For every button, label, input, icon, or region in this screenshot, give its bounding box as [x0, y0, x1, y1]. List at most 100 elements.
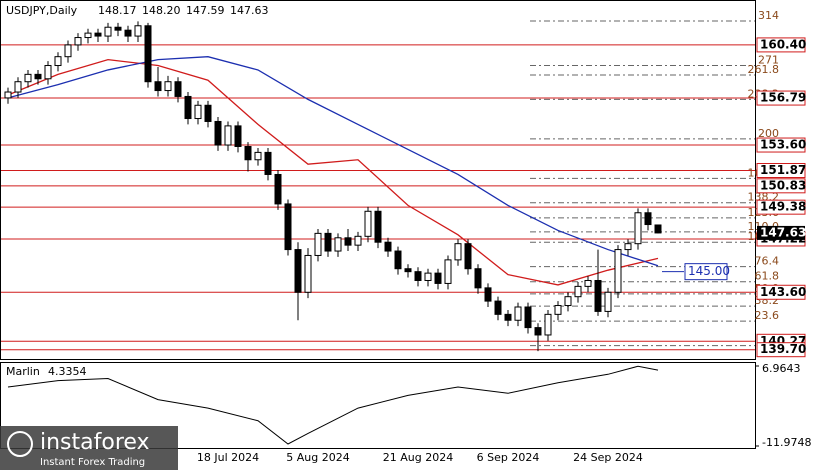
candle-body [84, 32, 92, 39]
candle-body [364, 210, 372, 237]
candle-body [434, 272, 442, 284]
price-label: 139.70 [760, 342, 806, 356]
candle-body [514, 306, 522, 321]
price-label: 160.40 [760, 37, 806, 51]
symbol: USDJPY,Daily [6, 4, 78, 17]
candle-body [184, 95, 192, 120]
price-label-box [756, 90, 806, 106]
price-label-box [756, 199, 806, 215]
price-label-box [756, 342, 806, 358]
candle-body [574, 285, 582, 298]
indicator-name: Marlin [6, 365, 40, 378]
header: USDJPY,Daily [6, 4, 78, 17]
fib-label: 23.6 [755, 309, 780, 322]
candle-body [64, 44, 72, 58]
candle-body [374, 210, 382, 243]
candle-body [454, 243, 462, 261]
candle-body [494, 300, 502, 315]
indicator-header: Marlin 4.3354 [6, 365, 87, 378]
candle-body [94, 32, 102, 37]
candle-body [424, 272, 432, 281]
watermark-tagline: Instant Forex Trading [40, 457, 145, 468]
x-tick-label: 6 Sep 2024 [477, 451, 540, 464]
candle-body [504, 313, 512, 321]
candle-body [44, 65, 52, 80]
candle-body [644, 212, 652, 226]
candle-body [614, 249, 622, 293]
price-label: 149.38 [760, 200, 806, 214]
price-label-box [756, 178, 806, 194]
marker-box [684, 263, 728, 281]
candle-body [4, 91, 12, 99]
header-value: 147.63 [230, 4, 269, 17]
price-label: 151.87 [760, 163, 806, 177]
candle-body [534, 327, 542, 336]
fib-label: 314 [758, 9, 779, 22]
fib-label: 261.8 [748, 63, 780, 76]
candle-body [204, 104, 212, 122]
candle-body [584, 279, 592, 287]
x-tick-label: 18 Jul 2024 [197, 451, 259, 464]
price-label-box [756, 137, 806, 153]
candle-body [124, 29, 132, 37]
indicator-line [7, 365, 659, 445]
fib-label: 61.8 [755, 270, 780, 283]
indicator-panel [0, 362, 756, 449]
candle-body [554, 305, 562, 315]
candle-body [484, 287, 492, 302]
x-tick-label: 5 Aug 2024 [286, 451, 349, 464]
candle-body [244, 146, 252, 161]
candle-body [114, 26, 122, 31]
header-value: 148.20 [142, 4, 181, 17]
candle-body [604, 291, 612, 312]
candle-body [654, 224, 662, 234]
header-value: 148.17 [98, 4, 137, 17]
candle-body [284, 203, 292, 251]
candle-body [334, 237, 342, 252]
candle-body [384, 241, 392, 252]
candle-body [394, 250, 402, 270]
fib-label: 271 [758, 53, 779, 66]
current-price-box [757, 225, 805, 240]
candle-body [264, 151, 272, 175]
candle-body [544, 313, 552, 336]
price-label: 150.83 [760, 178, 806, 192]
x-tick-label: 21 Aug 2024 [383, 451, 453, 464]
candle-body [234, 125, 242, 148]
candle-body [304, 254, 312, 293]
candle-body [564, 296, 572, 307]
moving-average [7, 56, 659, 267]
candle-body [214, 120, 222, 146]
price-label-box [756, 163, 806, 179]
watermark-box [0, 426, 178, 470]
candle-body [14, 81, 22, 93]
candle-body [464, 243, 472, 270]
header-value: 147.59 [186, 4, 225, 17]
candle-body [274, 173, 282, 205]
candle-body [324, 232, 332, 252]
price-label: 143.60 [760, 285, 806, 299]
candle-body [104, 26, 112, 37]
candle-body [624, 243, 632, 251]
candle-body [174, 81, 182, 97]
price-label-box [756, 37, 806, 53]
fib-label: 76.4 [755, 255, 780, 268]
candle-body [414, 271, 422, 281]
watermark-brand: instaforex [40, 430, 150, 455]
candle-body [34, 73, 42, 80]
indicator-tick-label: 6.9643 [762, 362, 801, 375]
price-label: 156.79 [760, 91, 806, 105]
candle-body [294, 249, 302, 293]
candle-body [474, 268, 482, 289]
current-price-label: 147.63 [760, 225, 806, 239]
candle-body [154, 81, 162, 92]
indicator-tick-label: -11.9748 [762, 436, 811, 449]
candle-body [524, 306, 532, 329]
candle-body [164, 81, 172, 92]
price-label: 153.60 [760, 138, 806, 152]
candle-body [74, 37, 82, 46]
main-panel [0, 0, 756, 360]
candle-body [224, 125, 232, 146]
